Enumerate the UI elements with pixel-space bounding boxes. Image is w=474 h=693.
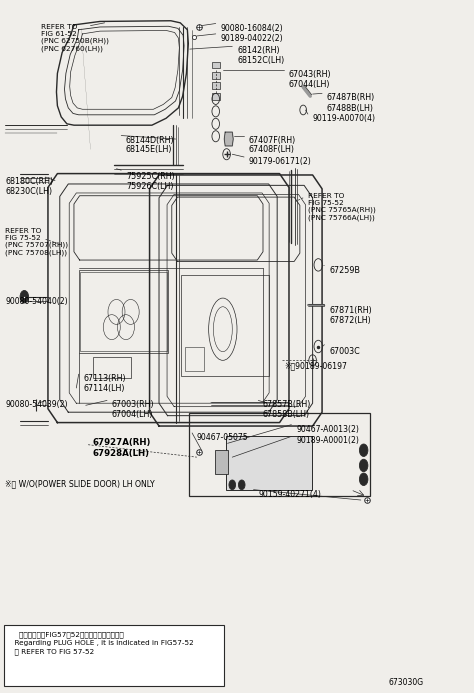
Text: 75925C(RH): 75925C(RH) <box>126 173 175 181</box>
Bar <box>181 275 269 376</box>
Text: 67113(RH): 67113(RH) <box>83 374 126 383</box>
Text: 67927A(RH): 67927A(RH) <box>93 438 151 447</box>
Text: プラグホールFIG57－52に記載してあります。
  Regarding PLUG HOLE , it is indicated in FIG57-52
  ＼: プラグホールFIG57－52に記載してあります。 Regarding PLUG … <box>10 631 194 655</box>
Text: 67259B: 67259B <box>329 265 360 274</box>
Bar <box>212 93 219 100</box>
Text: ※：90189-06197: ※：90189-06197 <box>284 362 347 371</box>
Text: 67114(LH): 67114(LH) <box>83 384 125 393</box>
Text: 67408F(LH): 67408F(LH) <box>249 146 295 155</box>
Text: REFER TO
FIG 75-52
(PNC 75707(RH))
(PNC 75708(LH)): REFER TO FIG 75-52 (PNC 75707(RH)) (PNC … <box>5 227 69 256</box>
Text: REFER TO
FIG 75-52
(PNC 75765A(RH))
(PNC 75766A(LH)): REFER TO FIG 75-52 (PNC 75765A(RH)) (PNC… <box>308 193 376 221</box>
Text: 67043(RH): 67043(RH) <box>289 70 332 79</box>
Text: 67487B(RH): 67487B(RH) <box>327 94 375 103</box>
Text: 68152C(LH): 68152C(LH) <box>237 56 284 65</box>
Text: 68230C(LH): 68230C(LH) <box>5 186 53 195</box>
Text: 67872(LH): 67872(LH) <box>329 316 371 325</box>
Text: 68142(RH): 68142(RH) <box>237 46 280 55</box>
Text: 67003C: 67003C <box>329 346 360 356</box>
Text: 90467-05075: 90467-05075 <box>197 433 248 442</box>
Circle shape <box>238 480 245 490</box>
Text: 90467-A0013(2): 90467-A0013(2) <box>296 425 359 434</box>
Bar <box>212 82 219 89</box>
Text: 67857B(RH): 67857B(RH) <box>263 401 311 410</box>
Text: 68144D(RH): 68144D(RH) <box>126 136 174 145</box>
Circle shape <box>229 480 236 490</box>
Text: 673030G: 673030G <box>388 678 423 687</box>
Text: 90080-54040(2): 90080-54040(2) <box>5 297 68 306</box>
Circle shape <box>359 473 368 486</box>
Circle shape <box>359 459 368 472</box>
FancyBboxPatch shape <box>189 413 370 496</box>
Text: 90119-A0070(4): 90119-A0070(4) <box>313 114 375 123</box>
Text: 67004(LH): 67004(LH) <box>112 410 153 419</box>
Text: 75926C(LH): 75926C(LH) <box>126 182 173 191</box>
Text: 90179-06171(2): 90179-06171(2) <box>249 157 311 166</box>
Text: 90080-16084(2): 90080-16084(2) <box>220 24 283 33</box>
Text: 67928A(LH): 67928A(LH) <box>93 449 150 458</box>
Text: REFER TO
FIG 61-52
(PNC 62750B(RH))
(PNC 62760(LH)): REFER TO FIG 61-52 (PNC 62750B(RH)) (PNC… <box>41 24 109 51</box>
FancyBboxPatch shape <box>4 625 224 686</box>
Bar <box>80 272 167 351</box>
Circle shape <box>359 444 368 457</box>
Text: 67407F(RH): 67407F(RH) <box>249 136 296 145</box>
Text: ※： W/O(POWER SLIDE DOOR) LH ONLY: ※： W/O(POWER SLIDE DOOR) LH ONLY <box>5 480 155 489</box>
Polygon shape <box>224 132 233 146</box>
Bar <box>79 270 168 353</box>
Bar <box>212 72 219 79</box>
Text: 67871(RH): 67871(RH) <box>329 306 372 315</box>
Text: 68145E(LH): 68145E(LH) <box>126 146 173 155</box>
Text: 67858B(LH): 67858B(LH) <box>263 410 310 419</box>
FancyBboxPatch shape <box>215 450 228 474</box>
Text: 90189-04022(2): 90189-04022(2) <box>220 34 283 43</box>
Text: 90159-40271(4): 90159-40271(4) <box>258 490 321 499</box>
Bar <box>212 62 219 69</box>
Text: 68180C(RH): 68180C(RH) <box>5 177 54 186</box>
Text: 67488B(LH): 67488B(LH) <box>327 104 374 113</box>
Text: 67044(LH): 67044(LH) <box>289 80 330 89</box>
Circle shape <box>20 290 28 303</box>
Bar <box>185 346 204 371</box>
Text: 67003(RH): 67003(RH) <box>112 401 155 410</box>
Text: 90080-54039(2): 90080-54039(2) <box>5 401 68 410</box>
Text: 90189-A0001(2): 90189-A0001(2) <box>296 437 359 446</box>
FancyBboxPatch shape <box>226 437 312 491</box>
Bar <box>93 357 131 378</box>
